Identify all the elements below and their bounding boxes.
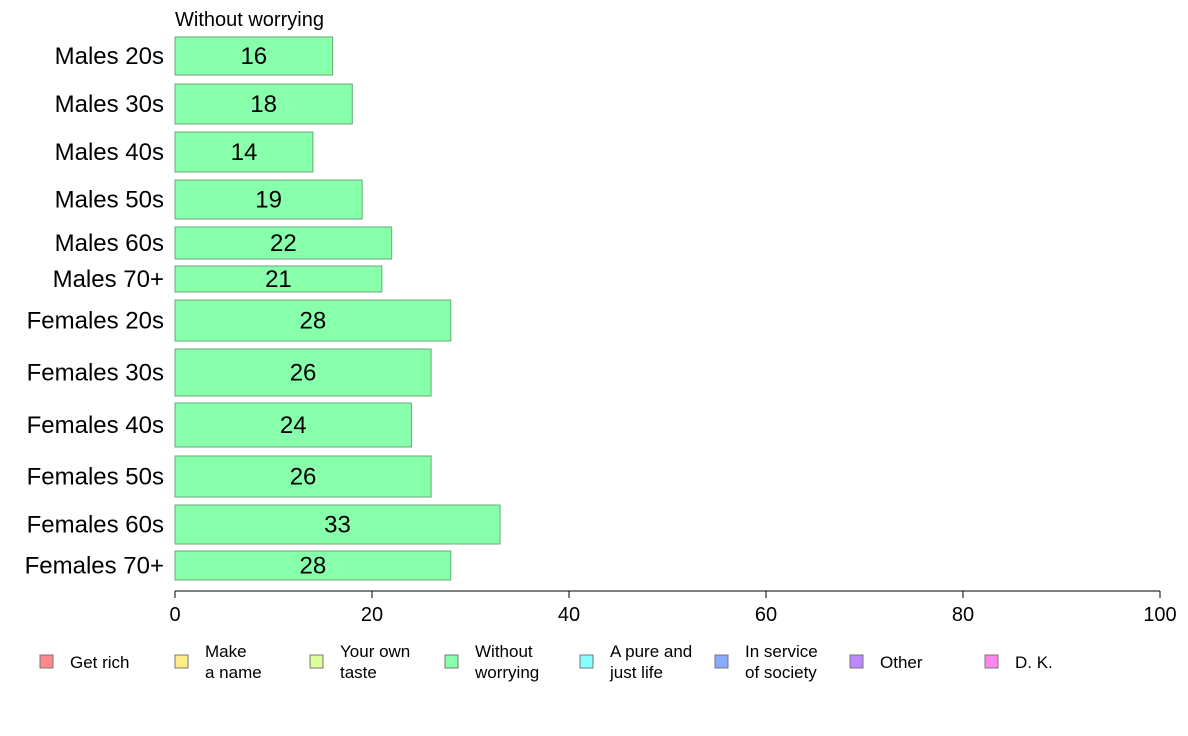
bar — [174, 265, 383, 293]
value-label: 28 — [300, 553, 327, 580]
category-label: Males 30s — [55, 91, 164, 118]
chart-title: Without worrying — [175, 9, 324, 31]
value-label: 16 — [240, 43, 267, 70]
x-tick-label: 80 — [952, 604, 974, 626]
value-label: 18 — [250, 91, 277, 118]
legend-label: Your own taste — [340, 642, 410, 682]
value-label: 21 — [265, 266, 292, 293]
legend-swatch — [309, 654, 324, 669]
category-label: Females 60s — [27, 512, 164, 539]
category-label: Males 40s — [55, 139, 164, 166]
legend-label: A pure and just life — [609, 642, 692, 682]
bar — [174, 299, 452, 342]
value-label: 33 — [324, 512, 351, 539]
legend-label: Other — [880, 653, 923, 672]
value-label: 22 — [270, 230, 297, 257]
legend-swatch — [39, 654, 54, 669]
category-label: Females 30s — [27, 360, 164, 387]
category-label: Females 50s — [27, 464, 164, 491]
x-tick-label: 20 — [361, 604, 383, 626]
bar — [174, 131, 314, 173]
bar — [174, 348, 432, 397]
value-label: 28 — [300, 308, 327, 335]
legend-swatch — [174, 654, 189, 669]
bars — [174, 36, 501, 581]
bar — [174, 455, 432, 498]
category-label: Females 40s — [27, 412, 164, 439]
legend-swatch — [444, 654, 459, 669]
bar — [174, 504, 501, 545]
x-tick-label: 40 — [558, 604, 580, 626]
x-tick-label: 60 — [755, 604, 777, 626]
category-label: Males 60s — [55, 230, 164, 257]
category-label: Males 50s — [55, 187, 164, 214]
category-label: Males 20s — [55, 43, 164, 70]
category-labels: Males 20s Males 30s Males 40s Males 50s Male… — [25, 43, 164, 580]
x-tick-label: 100 — [1143, 604, 1176, 626]
legend-swatch — [579, 654, 594, 669]
legend-label: Make a name — [205, 642, 262, 682]
bar — [174, 226, 393, 260]
bar — [174, 83, 353, 125]
x-axis: 0 20 40 60 80 100 — [169, 590, 1177, 626]
legend-swatch — [984, 654, 999, 669]
legend-label: D. K. — [1015, 653, 1053, 672]
value-label: 19 — [255, 187, 282, 214]
bar — [174, 550, 452, 581]
category-label: Females 70+ — [25, 553, 164, 580]
value-label: 24 — [280, 412, 307, 439]
bar — [174, 179, 363, 220]
category-label: Males 70+ — [53, 266, 164, 293]
legend-label: In service of society — [745, 642, 818, 682]
legend: Get rich Make a name Your own taste Without wo… — [39, 642, 1053, 682]
legend-label: Without worrying — [474, 642, 539, 682]
value-label: 14 — [231, 139, 258, 166]
category-label: Females 20s — [27, 308, 164, 335]
value-label: 26 — [290, 360, 317, 387]
legend-label: Get rich — [70, 653, 130, 672]
value-labels: 16 18 14 19 22 21 28 26 24 26 33 28 — [231, 43, 351, 580]
x-tick-label: 0 — [169, 604, 180, 626]
bar — [174, 36, 334, 76]
legend-swatch — [714, 654, 729, 669]
value-label: 26 — [290, 464, 317, 491]
legend-swatch — [849, 654, 864, 669]
bar — [174, 402, 412, 448]
